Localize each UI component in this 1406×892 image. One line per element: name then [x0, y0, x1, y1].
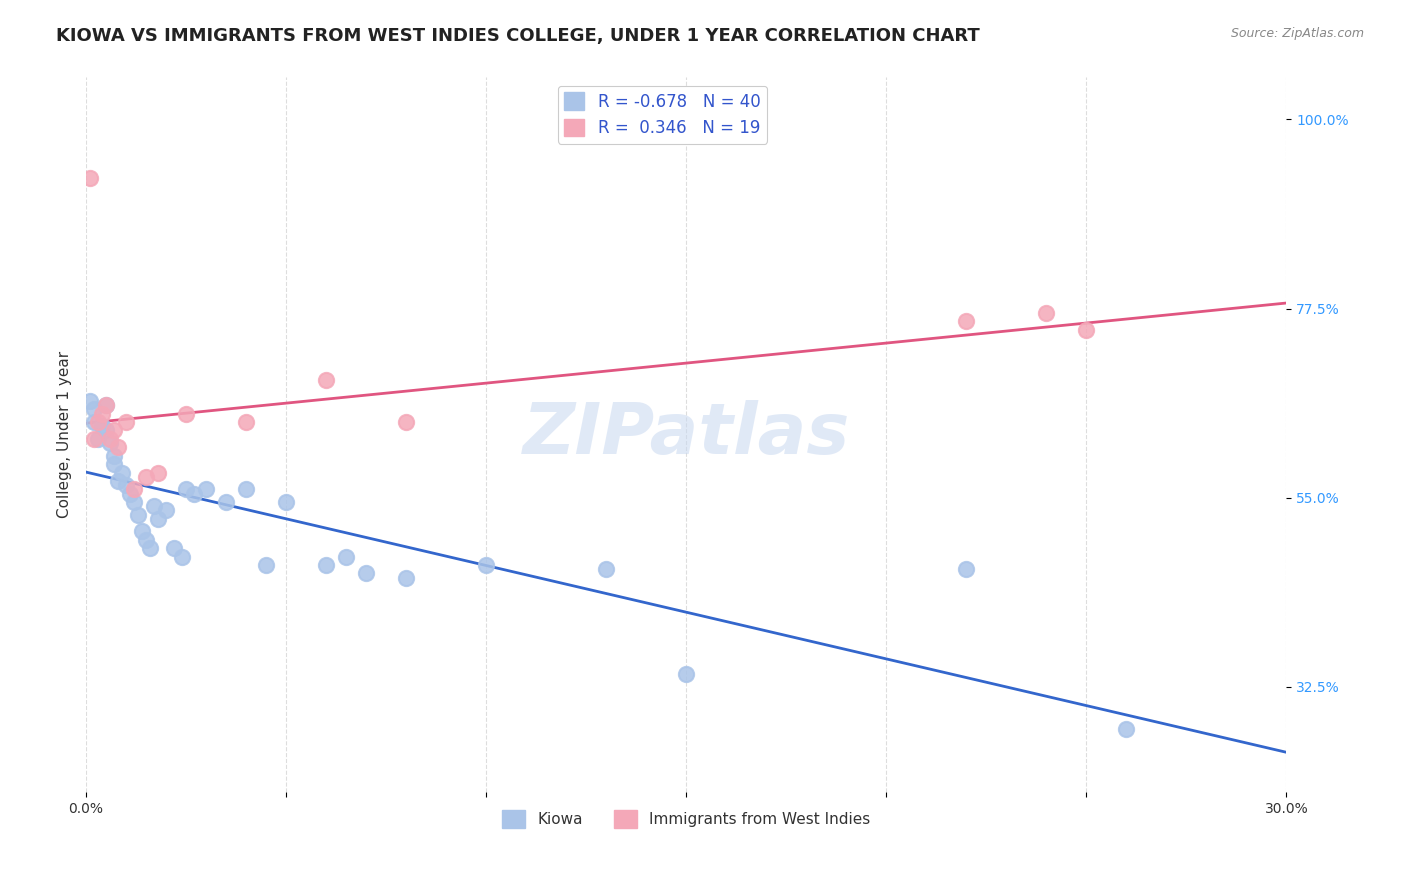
Point: [195, 483, 218, 497]
Legend: Kiowa, Immigrants from West Indies: Kiowa, Immigrants from West Indies: [496, 804, 876, 834]
Point: [955, 562, 977, 576]
Point: [94, 398, 117, 412]
Point: [87, 415, 110, 429]
Point: [91, 419, 114, 434]
Point: [120, 486, 142, 500]
Point: [98, 436, 121, 450]
Point: [115, 415, 138, 429]
Point: [163, 541, 186, 556]
Point: [107, 440, 129, 454]
Point: [83, 402, 105, 417]
Point: [315, 373, 337, 387]
Point: [83, 432, 105, 446]
Point: [122, 483, 145, 497]
Point: [215, 495, 238, 509]
Point: [146, 512, 169, 526]
Point: [98, 432, 121, 446]
Point: [127, 508, 149, 522]
Point: [111, 466, 134, 480]
Point: [79, 394, 101, 409]
Point: [172, 549, 194, 564]
Point: [103, 424, 125, 438]
Point: [354, 566, 377, 581]
Point: [1115, 722, 1137, 736]
Point: [276, 495, 298, 509]
Text: ZIPatlas: ZIPatlas: [523, 401, 851, 469]
Point: [91, 407, 114, 421]
Point: [115, 478, 138, 492]
Point: [235, 415, 257, 429]
Point: [675, 667, 697, 681]
Point: [254, 558, 277, 572]
Point: [135, 469, 157, 483]
Point: [103, 449, 125, 463]
Point: [183, 486, 205, 500]
Point: [107, 474, 129, 488]
Point: [155, 503, 177, 517]
Point: [103, 457, 125, 471]
Point: [595, 562, 617, 576]
Point: [143, 499, 166, 513]
Point: [94, 398, 117, 412]
Point: [1076, 323, 1098, 337]
Point: [395, 415, 418, 429]
Point: [94, 424, 117, 438]
Point: [395, 571, 418, 585]
Point: [955, 314, 977, 328]
Point: [135, 533, 157, 547]
Point: [335, 549, 357, 564]
Point: [122, 495, 145, 509]
Point: [475, 558, 498, 572]
Text: KIOWA VS IMMIGRANTS FROM WEST INDIES COLLEGE, UNDER 1 YEAR CORRELATION CHART: KIOWA VS IMMIGRANTS FROM WEST INDIES COL…: [56, 27, 980, 45]
Point: [146, 466, 169, 480]
Point: [139, 541, 162, 556]
Point: [1035, 306, 1057, 320]
Point: [315, 558, 337, 572]
Point: [235, 483, 257, 497]
Text: Source: ZipAtlas.com: Source: ZipAtlas.com: [1230, 27, 1364, 40]
Point: [174, 407, 197, 421]
Point: [174, 483, 197, 497]
Y-axis label: College, Under 1 year: College, Under 1 year: [58, 351, 72, 518]
Point: [131, 524, 153, 539]
Point: [83, 415, 105, 429]
Point: [87, 432, 110, 446]
Point: [79, 171, 101, 186]
